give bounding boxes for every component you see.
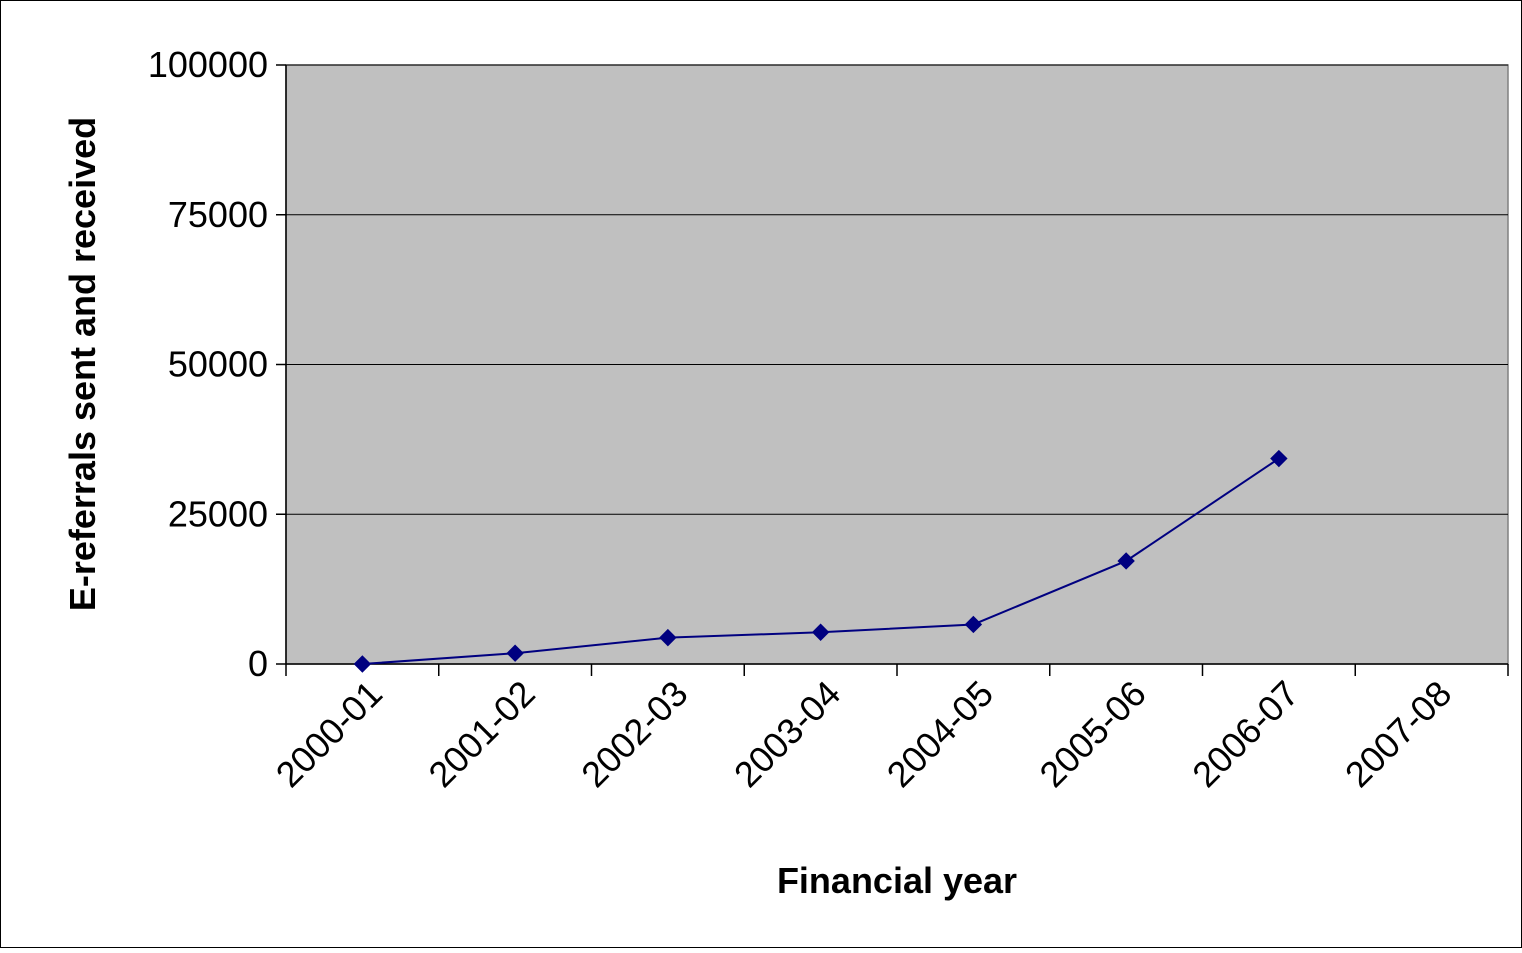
gridlines [286, 64, 1508, 515]
y-tick-label: 100000 [148, 44, 268, 85]
data-point-marker [811, 623, 830, 641]
data-point-marker [964, 615, 983, 634]
data-point-marker [1117, 552, 1135, 570]
y-tick-label: 25000 [168, 493, 268, 534]
data-point-marker [506, 644, 524, 662]
y-axis-title: E-referrals sent and received [62, 117, 103, 611]
data-point-marker [659, 628, 677, 647]
data-point-marker [1270, 449, 1288, 468]
x-axis-title: Financial year [777, 860, 1017, 901]
data-point-marker [353, 655, 372, 673]
y-tick-label: 75000 [168, 194, 268, 235]
y-tick-label: 50000 [168, 344, 268, 385]
y-tick-label: 0 [248, 643, 268, 684]
series [353, 449, 1288, 673]
